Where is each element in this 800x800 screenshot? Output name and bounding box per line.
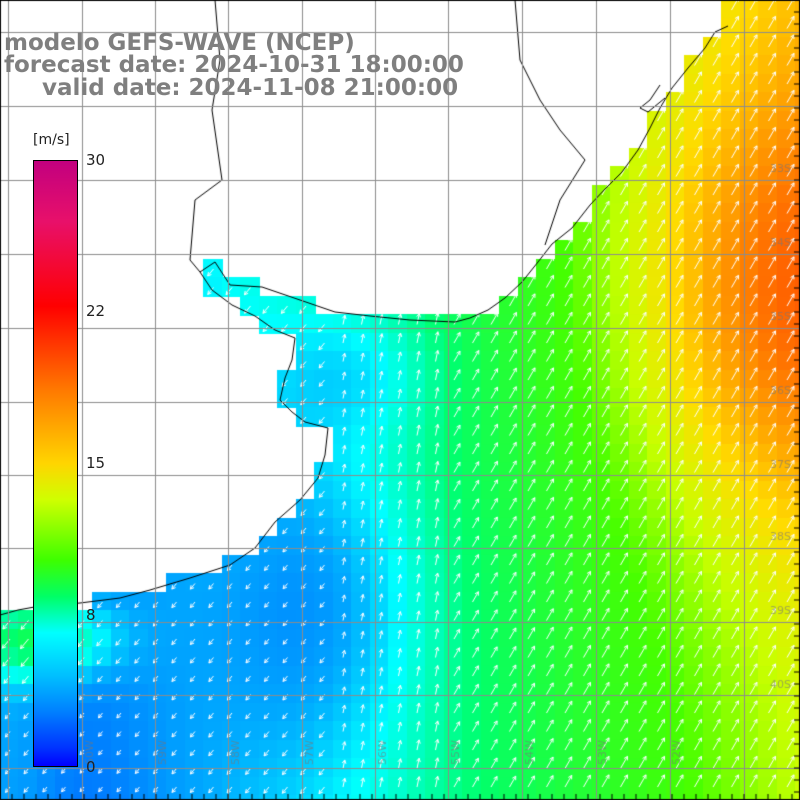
colorbar-tick-8: 8: [86, 606, 96, 624]
colorbar-tick-30: 30: [86, 151, 106, 169]
valid-date: valid date: 2024-11-08 21:00:00: [42, 75, 459, 101]
colorbar-tick-22: 22: [86, 302, 106, 320]
model-title: modelo GEFS-WAVE (NCEP): [4, 30, 355, 56]
colorbar-units: [m/s]: [33, 132, 70, 148]
colorbar-tick-0: 0: [86, 758, 96, 776]
colorbar-tick-15: 15: [86, 454, 106, 472]
colorbar: [33, 160, 78, 767]
forecast-date: forecast date: 2024-10-31 18:00:00: [4, 52, 464, 78]
